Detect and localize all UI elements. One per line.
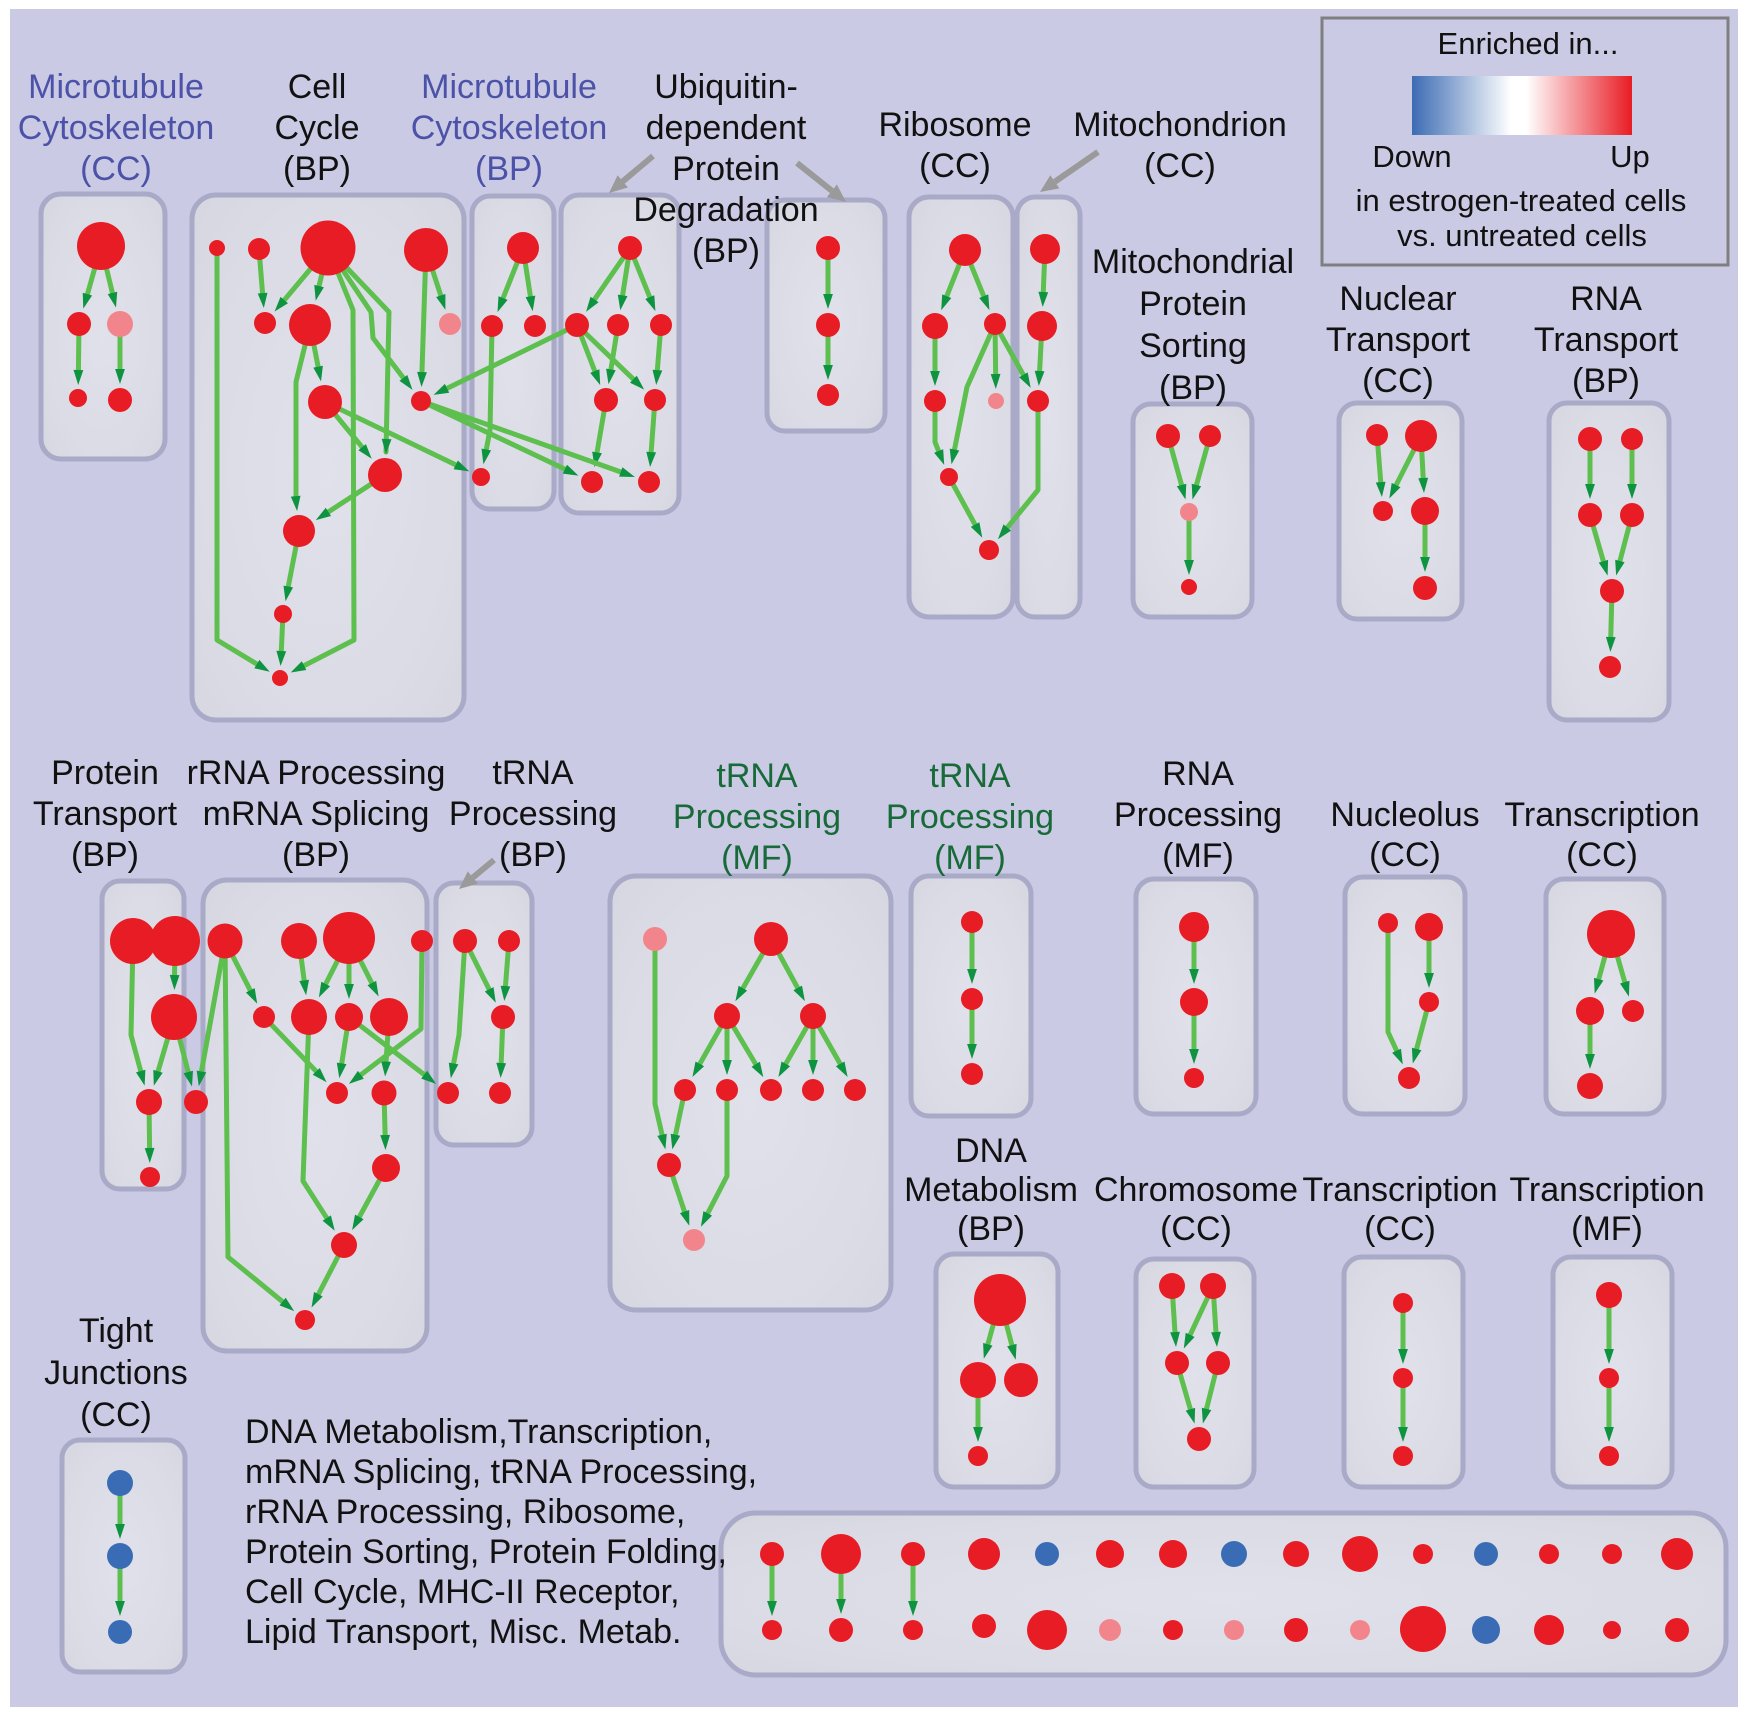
svg-text:(CC): (CC) <box>1160 1210 1232 1248</box>
svg-text:(CC): (CC) <box>1369 836 1441 874</box>
svg-text:tRNA: tRNA <box>492 754 574 792</box>
svg-text:Sorting: Sorting <box>1139 327 1247 365</box>
svg-text:(BP): (BP) <box>475 150 543 188</box>
svg-text:Cycle: Cycle <box>274 109 359 147</box>
svg-text:(BP): (BP) <box>499 836 567 874</box>
svg-text:(BP): (BP) <box>957 1210 1025 1248</box>
svg-text:Down: Down <box>1372 139 1451 174</box>
svg-text:Transcription: Transcription <box>1302 1171 1497 1209</box>
svg-text:(MF): (MF) <box>934 839 1006 877</box>
svg-text:DNA Metabolism,Transcription,: DNA Metabolism,Transcription, <box>245 1413 712 1451</box>
svg-text:DNA: DNA <box>955 1132 1027 1170</box>
svg-text:in estrogen-treated cells: in estrogen-treated cells <box>1356 183 1687 218</box>
svg-text:vs. untreated cells: vs. untreated cells <box>1397 218 1647 253</box>
svg-text:Up: Up <box>1610 139 1650 174</box>
svg-text:(CC): (CC) <box>1566 836 1638 874</box>
svg-text:(BP): (BP) <box>283 150 351 188</box>
svg-text:tRNA: tRNA <box>929 757 1011 795</box>
svg-text:Microtubule: Microtubule <box>28 68 204 106</box>
svg-text:(BP): (BP) <box>71 836 139 874</box>
svg-text:Microtubule: Microtubule <box>421 68 597 106</box>
svg-text:Cytoskeleton: Cytoskeleton <box>411 109 608 147</box>
svg-text:rRNA Processing, Ribosome,: rRNA Processing, Ribosome, <box>245 1493 685 1531</box>
svg-text:rRNA Processing: rRNA Processing <box>187 754 446 792</box>
svg-text:(CC): (CC) <box>1364 1210 1436 1248</box>
svg-text:(MF): (MF) <box>721 839 793 877</box>
svg-text:Lipid Transport, Misc. Metab.: Lipid Transport, Misc. Metab. <box>245 1613 682 1651</box>
svg-text:(CC): (CC) <box>80 150 152 188</box>
svg-text:RNA: RNA <box>1570 280 1642 318</box>
svg-text:(CC): (CC) <box>80 1396 152 1434</box>
svg-text:Junctions: Junctions <box>44 1354 188 1392</box>
svg-text:(CC): (CC) <box>919 147 991 185</box>
svg-text:(BP): (BP) <box>282 836 350 874</box>
svg-text:Mitochondrion: Mitochondrion <box>1073 106 1287 144</box>
svg-text:Enriched in...: Enriched in... <box>1438 26 1619 61</box>
svg-text:Protein: Protein <box>51 754 159 792</box>
svg-text:Transcription: Transcription <box>1509 1171 1704 1209</box>
svg-text:mRNA Splicing: mRNA Splicing <box>203 795 430 833</box>
svg-text:Cell: Cell <box>288 68 347 106</box>
svg-text:(MF): (MF) <box>1162 837 1234 875</box>
svg-text:Ubiquitin-: Ubiquitin- <box>654 68 798 106</box>
svg-text:tRNA: tRNA <box>716 757 798 795</box>
svg-text:Processing: Processing <box>1114 796 1282 834</box>
svg-text:RNA: RNA <box>1162 755 1234 793</box>
svg-text:(CC): (CC) <box>1362 362 1434 400</box>
svg-text:Transport: Transport <box>1326 321 1471 359</box>
svg-text:Protein: Protein <box>1139 285 1247 323</box>
svg-text:(BP): (BP) <box>1159 369 1227 407</box>
svg-text:(BP): (BP) <box>1572 362 1640 400</box>
svg-text:(CC): (CC) <box>1144 147 1216 185</box>
svg-text:Transport: Transport <box>1534 321 1679 359</box>
svg-text:Ribosome: Ribosome <box>878 106 1031 144</box>
svg-text:Processing: Processing <box>886 798 1054 836</box>
svg-text:Nuclear: Nuclear <box>1339 280 1456 318</box>
svg-text:mRNA Splicing, tRNA Processing: mRNA Splicing, tRNA Processing, <box>245 1453 757 1491</box>
svg-text:Metabolism: Metabolism <box>904 1171 1078 1209</box>
svg-text:(MF): (MF) <box>1571 1210 1643 1248</box>
svg-text:Transport: Transport <box>33 795 178 833</box>
svg-text:Nucleolus: Nucleolus <box>1330 796 1479 834</box>
svg-text:Transcription: Transcription <box>1504 796 1699 834</box>
svg-text:Processing: Processing <box>449 795 617 833</box>
svg-text:Mitochondrial: Mitochondrial <box>1092 243 1294 281</box>
svg-text:Degradation: Degradation <box>633 191 818 229</box>
svg-text:Cell Cycle, MHC-II Receptor,: Cell Cycle, MHC-II Receptor, <box>245 1573 680 1611</box>
svg-text:Protein: Protein <box>672 150 780 188</box>
svg-text:(BP): (BP) <box>692 232 760 270</box>
svg-text:Protein Sorting, Protein Foldi: Protein Sorting, Protein Folding, <box>245 1533 727 1571</box>
svg-text:Tight: Tight <box>79 1312 154 1350</box>
svg-text:Processing: Processing <box>673 798 841 836</box>
svg-text:dependent: dependent <box>646 109 807 147</box>
svg-text:Cytoskeleton: Cytoskeleton <box>18 109 215 147</box>
svg-text:Chromosome: Chromosome <box>1094 1171 1298 1209</box>
